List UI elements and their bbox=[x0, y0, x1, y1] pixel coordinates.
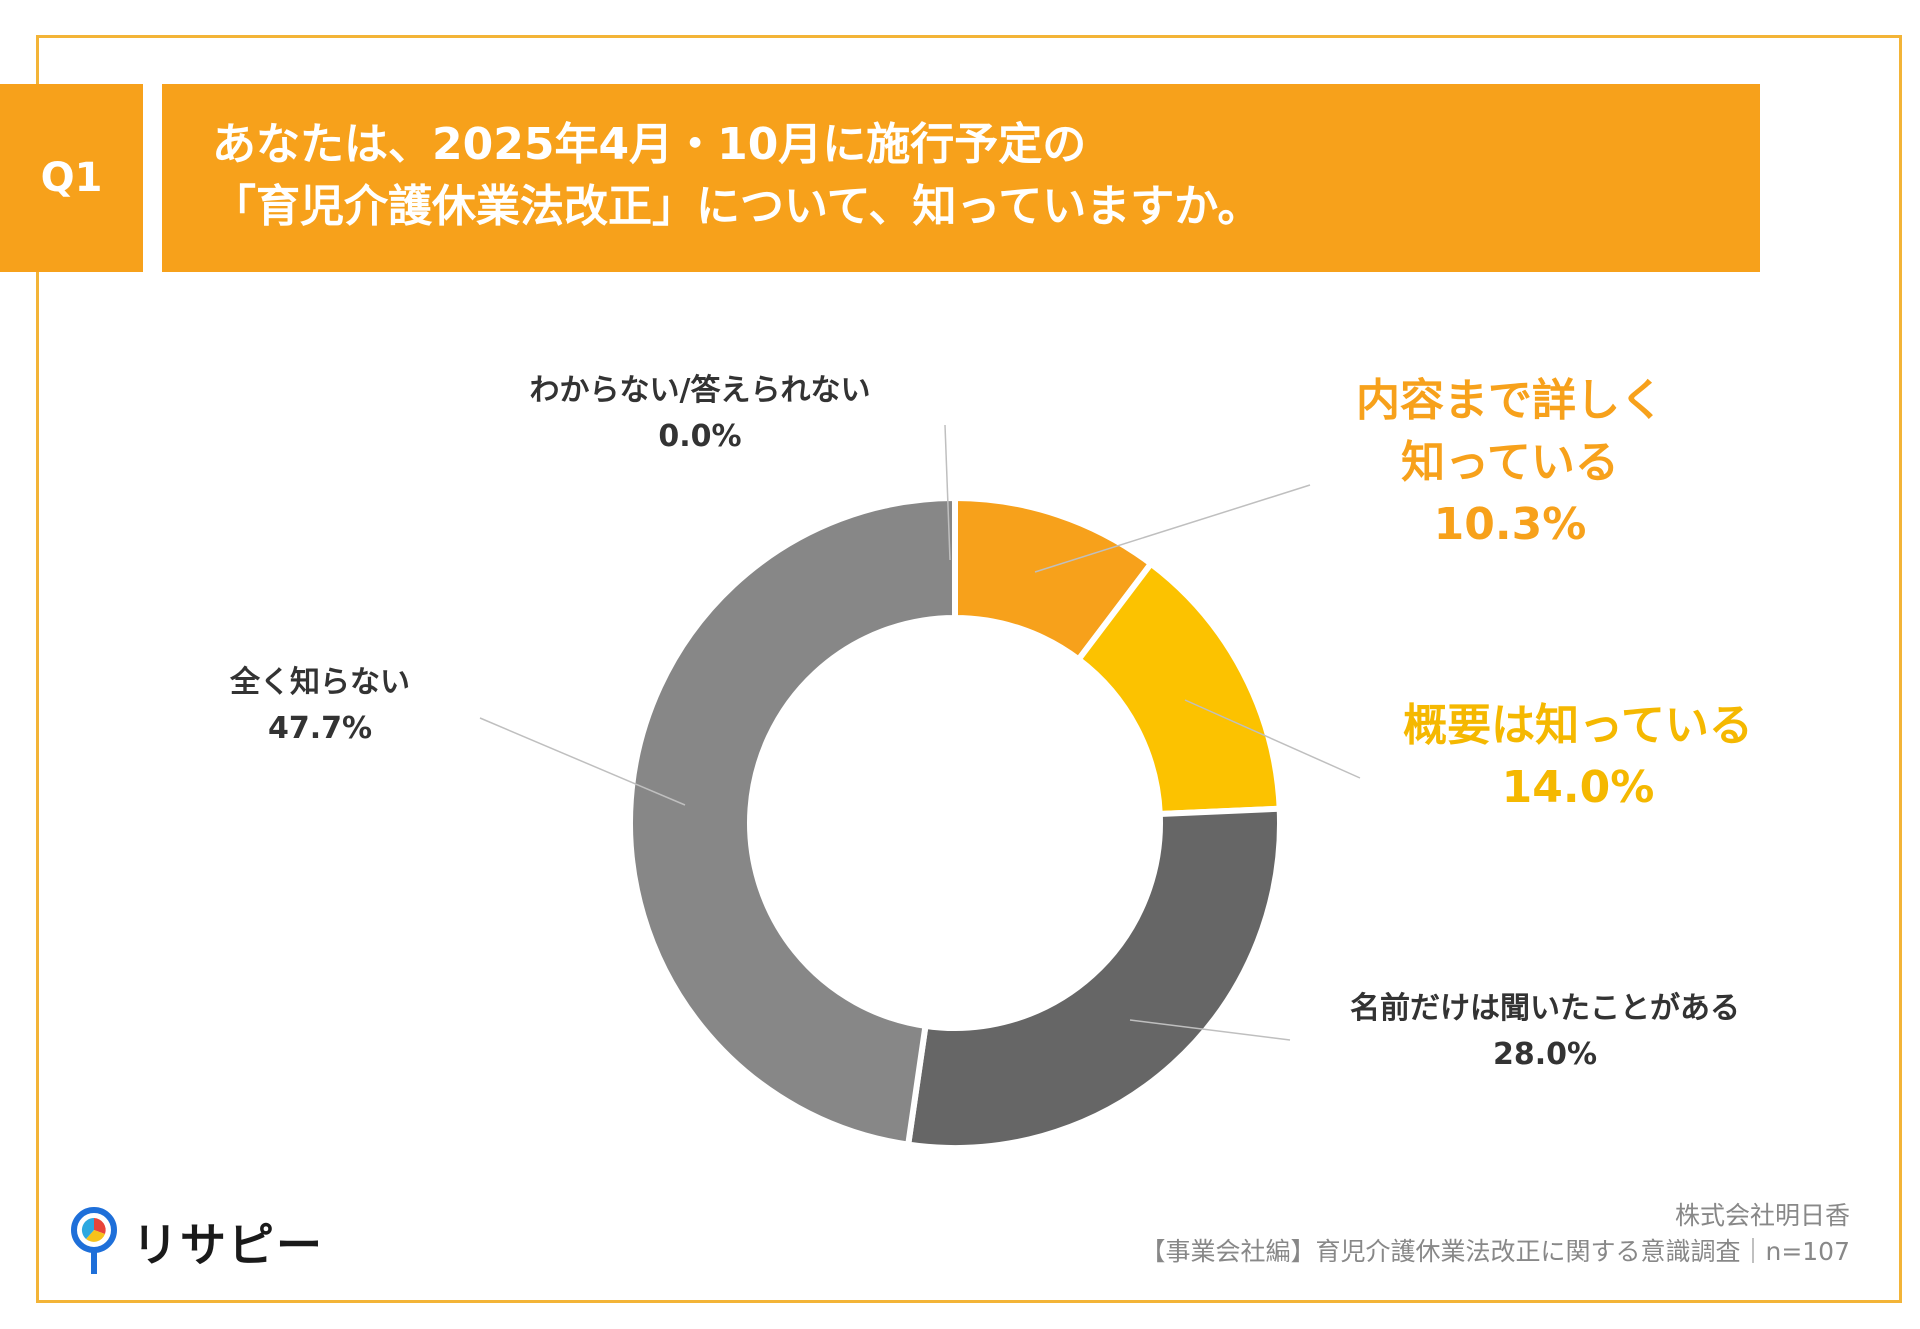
data-label-0: 内容まで詳しく bbox=[1356, 375, 1664, 426]
footer-company: 株式会社明日香 bbox=[1674, 1201, 1850, 1230]
leader-line-4 bbox=[944, 424, 951, 561]
donut-slice-2 bbox=[904, 805, 1284, 1151]
data-label-0: 知っている bbox=[1401, 437, 1619, 488]
data-label-value-0: 10.3% bbox=[1434, 499, 1587, 550]
data-label-value-4: 0.0% bbox=[658, 419, 741, 454]
question-title: あなたは、2025年4月・10月に施行予定の 「育児介護休業法改正」について、知… bbox=[162, 84, 1760, 272]
question-badge: Q1 bbox=[0, 84, 143, 272]
logo-text: リサピー bbox=[132, 1218, 324, 1272]
data-label-value-3: 47.7% bbox=[268, 711, 372, 746]
risapy-logo: リサピー bbox=[70, 1202, 324, 1282]
pin-logo-icon bbox=[70, 1206, 118, 1278]
leader-line-0 bbox=[1034, 484, 1311, 573]
donut-slice-3 bbox=[627, 494, 958, 1149]
data-label-1: 概要は知っている bbox=[1403, 700, 1753, 751]
footer-survey: 【事業会社編】育児介護休業法改正に関する意識調査｜n=107 bbox=[1140, 1237, 1850, 1266]
data-label-value-2: 28.0% bbox=[1493, 1037, 1597, 1072]
data-label-2: 名前だけは聞いたことがある bbox=[1350, 991, 1740, 1026]
question-title-line1: あなたは、2025年4月・10月に施行予定の bbox=[212, 119, 1087, 170]
question-number: Q1 bbox=[40, 155, 103, 201]
leader-line-1 bbox=[1184, 699, 1361, 779]
data-label-value-1: 14.0% bbox=[1502, 762, 1655, 813]
data-label-3: 全く知らない bbox=[229, 665, 410, 700]
leader-line-2 bbox=[1129, 1019, 1291, 1041]
slide-frame bbox=[36, 35, 1902, 1303]
data-label-4: わからない/答えられない bbox=[530, 373, 871, 408]
leader-line-3 bbox=[479, 717, 686, 806]
question-title-line2: 「育児介護休業法改正」について、知っていますか。 bbox=[212, 181, 1262, 232]
